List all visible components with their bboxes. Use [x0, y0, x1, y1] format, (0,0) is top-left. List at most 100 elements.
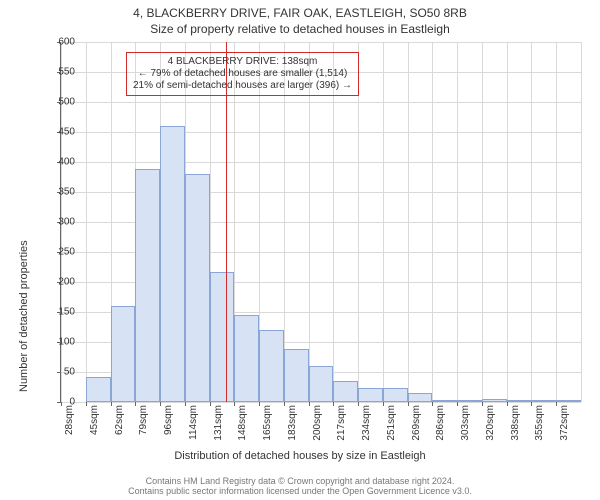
xtick-label: 286sqm	[435, 405, 446, 445]
xtick-label: 372sqm	[559, 405, 570, 445]
histogram-bar	[457, 400, 482, 402]
ytick-label: 450	[35, 127, 75, 138]
xtick-mark	[531, 402, 532, 406]
callout-line: ← 79% of detached houses are smaller (1,…	[133, 68, 352, 80]
histogram-bar	[111, 306, 136, 402]
ytick-label: 100	[35, 337, 75, 348]
xtick-mark	[333, 402, 334, 406]
ytick-label: 300	[35, 217, 75, 228]
xtick-mark	[556, 402, 557, 406]
histogram-bar	[507, 400, 532, 402]
xtick-label: 320sqm	[485, 405, 496, 445]
gridline-v	[507, 42, 508, 402]
gridline-v	[432, 42, 433, 402]
ytick-label: 550	[35, 67, 75, 78]
xtick-label: 79sqm	[138, 405, 149, 445]
xtick-label: 183sqm	[287, 405, 298, 445]
histogram-bar	[259, 330, 284, 402]
ytick-label: 250	[35, 247, 75, 258]
xtick-mark	[86, 402, 87, 406]
xtick-mark	[111, 402, 112, 406]
histogram-bar	[432, 400, 457, 402]
xtick-label: 234sqm	[361, 405, 372, 445]
gridline-h	[61, 42, 581, 43]
gridline-h	[61, 102, 581, 103]
gridline-v	[581, 42, 582, 402]
xtick-mark	[210, 402, 211, 406]
histogram-bar	[531, 400, 556, 402]
xtick-label: 217sqm	[336, 405, 347, 445]
xtick-label: 131sqm	[213, 405, 224, 445]
histogram-bar	[556, 400, 581, 402]
histogram-bar	[408, 393, 433, 402]
xtick-mark	[135, 402, 136, 406]
gridline-h	[61, 402, 581, 403]
ytick-label: 350	[35, 187, 75, 198]
xtick-label: 96sqm	[163, 405, 174, 445]
ytick-label: 150	[35, 307, 75, 318]
histogram-bar	[309, 366, 334, 402]
gridline-v	[556, 42, 557, 402]
histogram-bar	[210, 272, 235, 402]
histogram-bar	[160, 126, 185, 402]
xtick-label: 269sqm	[411, 405, 422, 445]
histogram-bar	[284, 349, 309, 402]
gridline-v	[383, 42, 384, 402]
gridline-v	[457, 42, 458, 402]
xtick-label: 251sqm	[386, 405, 397, 445]
xtick-label: 200sqm	[312, 405, 323, 445]
page-subtitle: Size of property relative to detached ho…	[0, 22, 600, 36]
histogram-plot: 4 BLACKBERRY DRIVE: 138sqm← 79% of detac…	[60, 42, 581, 403]
xtick-mark	[482, 402, 483, 406]
xtick-mark	[309, 402, 310, 406]
y-axis-label: Number of detached properties	[18, 240, 30, 392]
histogram-bar	[185, 174, 210, 402]
xtick-mark	[160, 402, 161, 406]
xtick-label: 338sqm	[510, 405, 521, 445]
gridline-v	[482, 42, 483, 402]
ytick-label: 500	[35, 97, 75, 108]
xtick-mark	[234, 402, 235, 406]
gridline-v	[531, 42, 532, 402]
x-axis-label: Distribution of detached houses by size …	[0, 450, 600, 462]
credit-line-1: Contains HM Land Registry data © Crown c…	[0, 476, 600, 486]
page-title-address: 4, BLACKBERRY DRIVE, FAIR OAK, EASTLEIGH…	[0, 6, 600, 20]
xtick-mark	[185, 402, 186, 406]
ytick-label: 600	[35, 37, 75, 48]
xtick-label: 355sqm	[534, 405, 545, 445]
xtick-label: 45sqm	[89, 405, 100, 445]
xtick-label: 148sqm	[237, 405, 248, 445]
xtick-label: 303sqm	[460, 405, 471, 445]
histogram-bar	[333, 381, 358, 402]
histogram-bar	[234, 315, 259, 402]
xtick-mark	[432, 402, 433, 406]
histogram-bar	[135, 169, 160, 402]
xtick-label: 62sqm	[114, 405, 125, 445]
xtick-mark	[284, 402, 285, 406]
callout-line: 4 BLACKBERRY DRIVE: 138sqm	[133, 56, 352, 68]
callout-box: 4 BLACKBERRY DRIVE: 138sqm← 79% of detac…	[126, 52, 359, 96]
gridline-v	[408, 42, 409, 402]
gridline-v	[86, 42, 87, 402]
histogram-bar	[482, 399, 507, 402]
gridline-h	[61, 132, 581, 133]
ytick-label: 200	[35, 277, 75, 288]
xtick-mark	[383, 402, 384, 406]
xtick-mark	[259, 402, 260, 406]
histogram-bar	[358, 388, 383, 402]
xtick-label: 114sqm	[188, 405, 199, 445]
callout-line: 21% of semi-detached houses are larger (…	[133, 80, 352, 92]
credit-text: Contains HM Land Registry data © Crown c…	[0, 476, 600, 496]
xtick-mark	[507, 402, 508, 406]
histogram-bar	[383, 388, 408, 402]
credit-line-2: Contains public sector information licen…	[0, 486, 600, 496]
ytick-label: 400	[35, 157, 75, 168]
xtick-mark	[358, 402, 359, 406]
xtick-label: 28sqm	[64, 405, 75, 445]
gridline-h	[61, 162, 581, 163]
xtick-mark	[457, 402, 458, 406]
xtick-label: 165sqm	[262, 405, 273, 445]
xtick-mark	[408, 402, 409, 406]
ytick-label: 50	[35, 367, 75, 378]
histogram-bar	[86, 377, 111, 402]
